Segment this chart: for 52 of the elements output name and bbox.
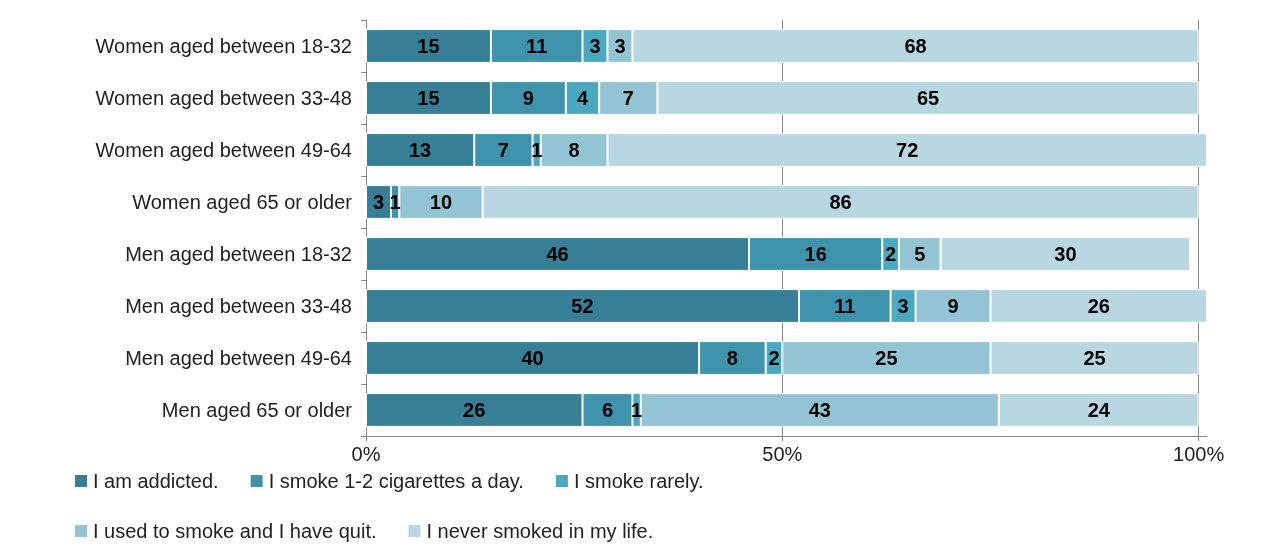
y-tick-label: Men aged 65 or older bbox=[161, 399, 353, 421]
data-label: 24 bbox=[1087, 399, 1111, 421]
x-tick-label: 100% bbox=[1173, 443, 1225, 465]
y-tick-label: Women aged between 49-64 bbox=[95, 139, 352, 161]
x-tick-label: 50% bbox=[762, 443, 803, 465]
data-label: 16 bbox=[804, 243, 827, 265]
y-tick-label: Women aged 65 or older bbox=[132, 191, 353, 213]
data-label: 52 bbox=[571, 295, 594, 317]
data-label: 15 bbox=[417, 87, 440, 109]
data-label: 26 bbox=[1087, 295, 1110, 317]
data-label: 25 bbox=[875, 347, 898, 369]
y-tick-label: Men aged between 33-48 bbox=[125, 295, 352, 317]
data-label: 6 bbox=[601, 399, 614, 421]
data-label: 9 bbox=[947, 295, 959, 317]
data-label: 11 bbox=[526, 35, 548, 57]
data-label: 8 bbox=[568, 139, 580, 161]
data-label: 15 bbox=[417, 35, 440, 57]
data-label: 86 bbox=[829, 191, 852, 213]
legend-label: I am addicted. bbox=[93, 470, 219, 492]
data-label: 13 bbox=[409, 139, 432, 161]
y-tick-label: Women aged between 33-48 bbox=[95, 87, 352, 109]
data-label: 46 bbox=[546, 243, 569, 265]
data-label: 10 bbox=[429, 191, 453, 213]
y-tick-label: Men aged between 18-32 bbox=[125, 243, 352, 265]
data-label: 7 bbox=[622, 87, 634, 109]
data-label: 9 bbox=[522, 87, 534, 109]
y-tick-label: Men aged between 49-64 bbox=[125, 347, 352, 369]
data-label: 3 bbox=[372, 191, 385, 213]
legend-label: I smoke 1-2 cigarettes a day. bbox=[268, 470, 524, 492]
data-label: 3 bbox=[589, 35, 601, 57]
data-label: 25 bbox=[1083, 347, 1106, 369]
data-label: 65 bbox=[916, 87, 940, 109]
data-label: 3 bbox=[614, 35, 626, 57]
data-label: 43 bbox=[808, 399, 831, 421]
data-label: 2 bbox=[885, 243, 897, 265]
legend-label: I used to smoke and I have quit. bbox=[93, 520, 377, 542]
data-label: 40 bbox=[521, 347, 544, 369]
legend-label: I smoke rarely. bbox=[573, 470, 704, 492]
legend-label: I never smoked in my life. bbox=[426, 520, 654, 542]
data-label: 11 bbox=[834, 295, 856, 317]
data-label: 3 bbox=[897, 295, 909, 317]
data-label: 30 bbox=[1054, 243, 1077, 265]
y-tick-label: Women aged between 18-32 bbox=[95, 35, 352, 57]
data-label: 8 bbox=[726, 347, 738, 369]
x-tick-label: 0% bbox=[351, 443, 381, 465]
data-label: 2 bbox=[768, 347, 780, 369]
data-label: 5 bbox=[914, 243, 926, 265]
data-label: 68 bbox=[904, 35, 927, 57]
data-label: 4 bbox=[576, 87, 589, 109]
data-label: 7 bbox=[497, 139, 509, 161]
data-label: 26 bbox=[463, 399, 486, 421]
data-label: 72 bbox=[896, 139, 919, 161]
